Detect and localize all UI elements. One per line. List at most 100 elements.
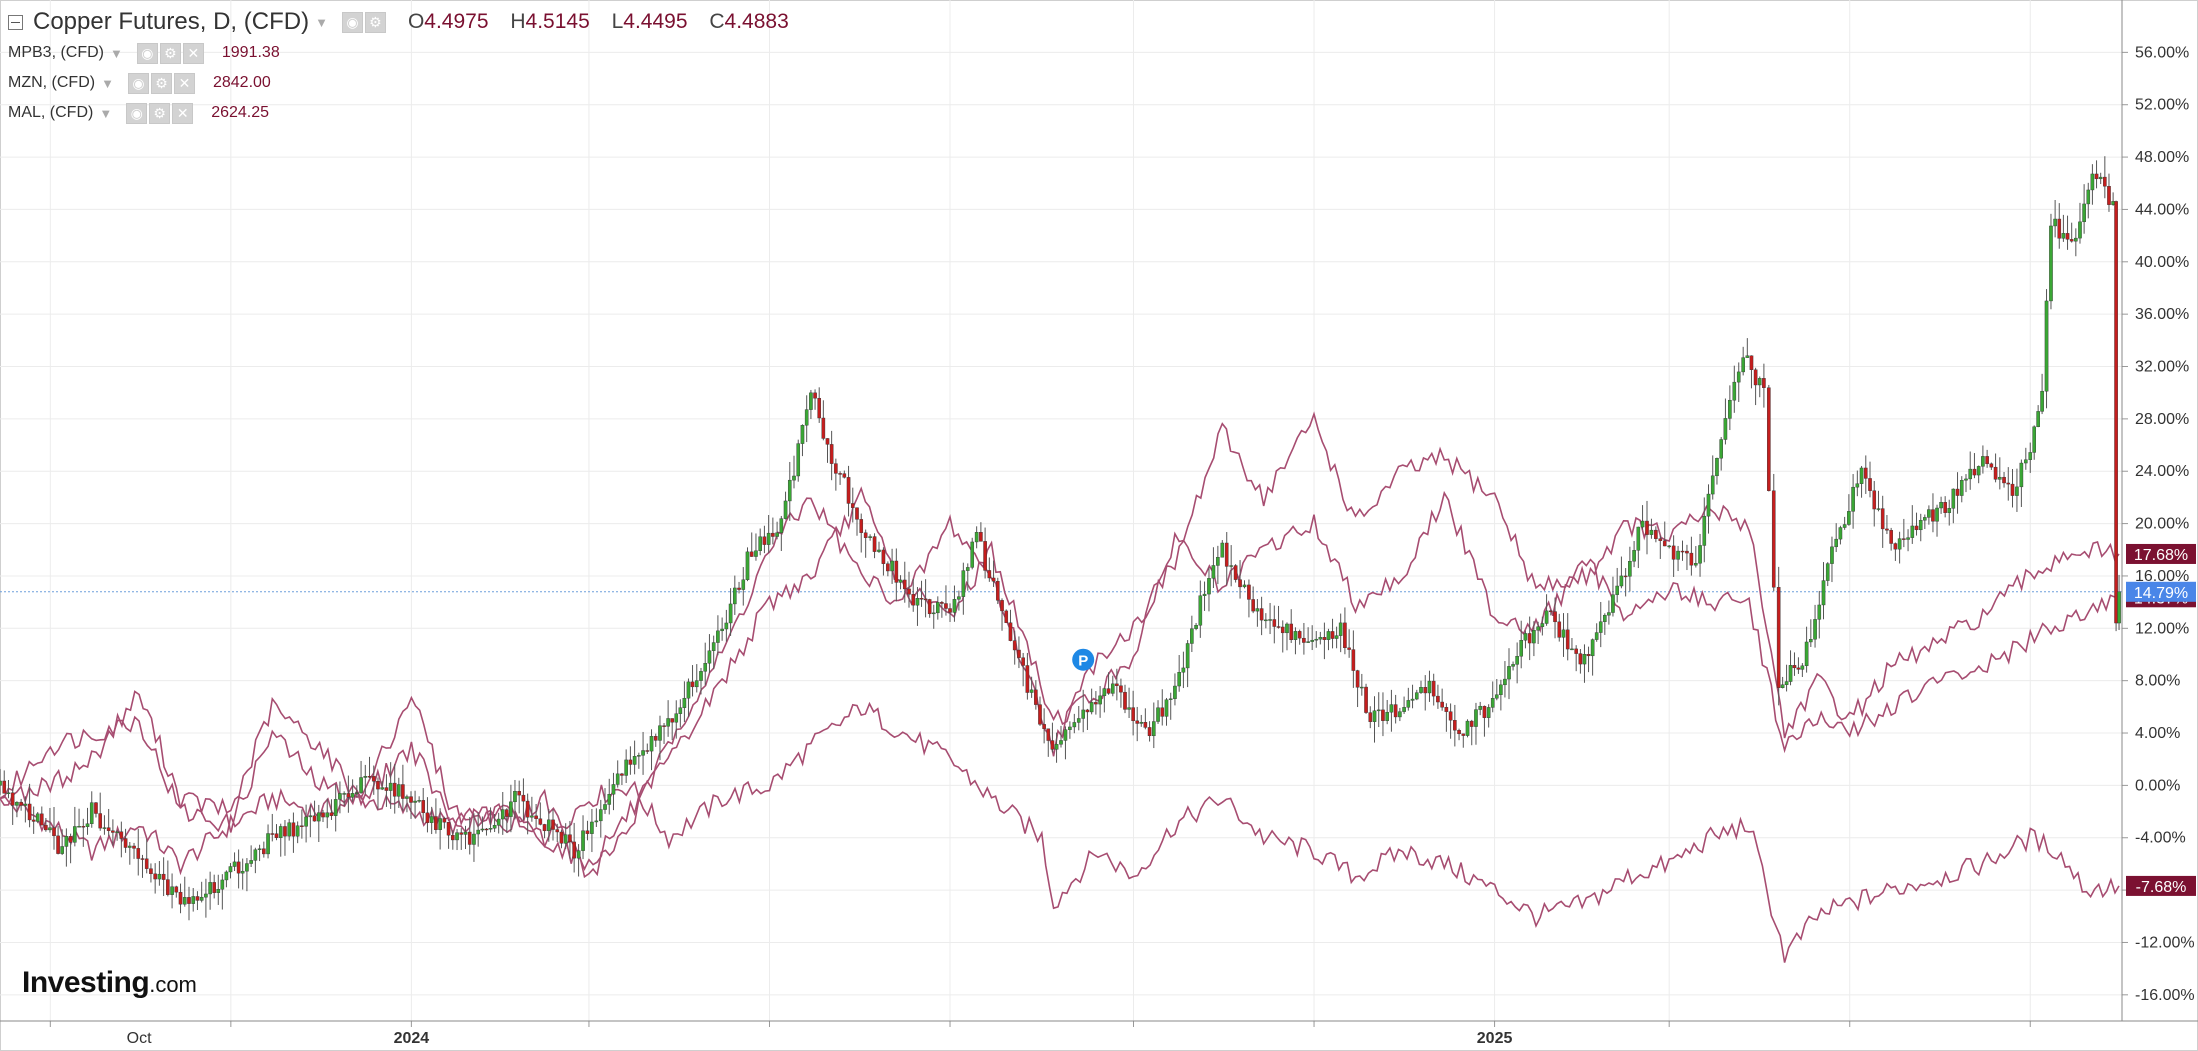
candle[interactable]	[1515, 642, 1519, 684]
candle[interactable]	[898, 575, 903, 590]
candle[interactable]	[89, 791, 94, 828]
candle[interactable]	[1131, 690, 1135, 736]
candle[interactable]	[1297, 629, 1302, 645]
candle[interactable]	[1453, 704, 1457, 747]
candle[interactable]	[1499, 679, 1503, 711]
candle[interactable]	[438, 808, 442, 850]
candle[interactable]	[1959, 476, 1964, 503]
candle[interactable]	[1347, 629, 1351, 658]
close-icon[interactable]: ✕	[173, 72, 195, 94]
candle[interactable]	[1561, 613, 1566, 657]
candle[interactable]	[1981, 445, 1985, 474]
candle[interactable]	[1414, 689, 1419, 701]
candle[interactable]	[208, 871, 212, 910]
candle[interactable]	[1081, 689, 1085, 733]
candle[interactable]	[2019, 459, 2024, 507]
candle[interactable]	[711, 635, 716, 670]
candle[interactable]	[762, 525, 767, 554]
candle[interactable]	[1702, 497, 1707, 563]
candle[interactable]	[308, 804, 313, 838]
candle[interactable]	[1880, 495, 1885, 548]
candle[interactable]	[641, 731, 645, 775]
candle[interactable]	[1381, 692, 1385, 737]
candle[interactable]	[102, 815, 107, 835]
candle[interactable]	[1410, 684, 1415, 709]
candle[interactable]	[2010, 468, 2015, 508]
candle[interactable]	[1582, 644, 1587, 683]
candle[interactable]	[728, 588, 733, 636]
candle[interactable]	[1947, 499, 1952, 526]
candle[interactable]	[534, 803, 538, 828]
candle[interactable]	[1322, 622, 1327, 660]
candle[interactable]	[620, 772, 624, 786]
candle[interactable]	[678, 699, 683, 728]
candle[interactable]	[300, 809, 304, 839]
candle[interactable]	[1474, 702, 1478, 745]
candle[interactable]	[1461, 733, 1466, 748]
candle[interactable]	[266, 824, 270, 859]
candle[interactable]	[1619, 556, 1624, 589]
candle[interactable]	[1615, 567, 1619, 603]
candle[interactable]	[666, 700, 670, 737]
candle[interactable]	[1242, 580, 1247, 589]
candle[interactable]	[919, 580, 924, 607]
candle[interactable]	[733, 575, 737, 615]
candle[interactable]	[1194, 622, 1198, 631]
candle[interactable]	[1910, 505, 1915, 544]
candle[interactable]	[598, 799, 603, 838]
candle[interactable]	[2053, 199, 2057, 238]
gear-icon[interactable]: ⚙	[364, 11, 386, 33]
candle[interactable]	[863, 529, 868, 558]
candle[interactable]	[316, 804, 321, 843]
candle[interactable]	[40, 806, 44, 826]
candle[interactable]	[1732, 365, 1737, 413]
candle[interactable]	[1523, 630, 1528, 649]
candle[interactable]	[136, 828, 141, 876]
candle[interactable]	[52, 806, 56, 850]
candle[interactable]	[1334, 626, 1339, 649]
candle[interactable]	[1632, 541, 1636, 568]
candle[interactable]	[1139, 714, 1144, 727]
candle[interactable]	[2032, 425, 2036, 460]
instrument-title[interactable]: Copper Futures, D, (CFD)	[33, 8, 310, 35]
candle[interactable]	[838, 471, 842, 485]
candle[interactable]	[690, 665, 695, 697]
candle[interactable]	[974, 526, 979, 549]
candle[interactable]	[505, 808, 509, 834]
candle[interactable]	[1628, 546, 1632, 592]
candle[interactable]	[2049, 213, 2053, 310]
candle[interactable]	[123, 828, 128, 853]
candle[interactable]	[1326, 628, 1331, 651]
candle[interactable]	[195, 891, 200, 911]
candle[interactable]	[1494, 678, 1499, 701]
candle[interactable]	[295, 821, 300, 844]
candle[interactable]	[1147, 721, 1152, 742]
candle[interactable]	[220, 874, 225, 910]
candle[interactable]	[787, 461, 792, 521]
candle[interactable]	[1025, 652, 1030, 700]
candle[interactable]	[1923, 514, 1927, 530]
candle[interactable]	[1229, 545, 1233, 587]
close-icon[interactable]: ✕	[182, 42, 204, 64]
candle[interactable]	[459, 828, 464, 850]
candle[interactable]	[1198, 580, 1203, 638]
candle[interactable]	[304, 804, 308, 843]
candle[interactable]	[291, 812, 296, 853]
candle[interactable]	[1788, 650, 1793, 686]
candle[interactable]	[658, 715, 662, 761]
candle[interactable]	[384, 774, 389, 807]
candle[interactable]	[624, 749, 628, 784]
candle[interactable]	[766, 515, 771, 553]
candle[interactable]	[559, 829, 564, 849]
candle[interactable]	[1918, 513, 1923, 542]
candle[interactable]	[144, 839, 149, 874]
candle[interactable]	[846, 465, 851, 517]
candle[interactable]	[0, 769, 2, 795]
candle[interactable]	[603, 788, 607, 814]
chevron-down-icon[interactable]: ▼	[110, 45, 123, 61]
candle[interactable]	[270, 813, 275, 842]
candle[interactable]	[1272, 605, 1277, 644]
candle[interactable]	[1863, 455, 1868, 494]
candle[interactable]	[1119, 678, 1123, 708]
candle[interactable]	[1102, 687, 1107, 713]
